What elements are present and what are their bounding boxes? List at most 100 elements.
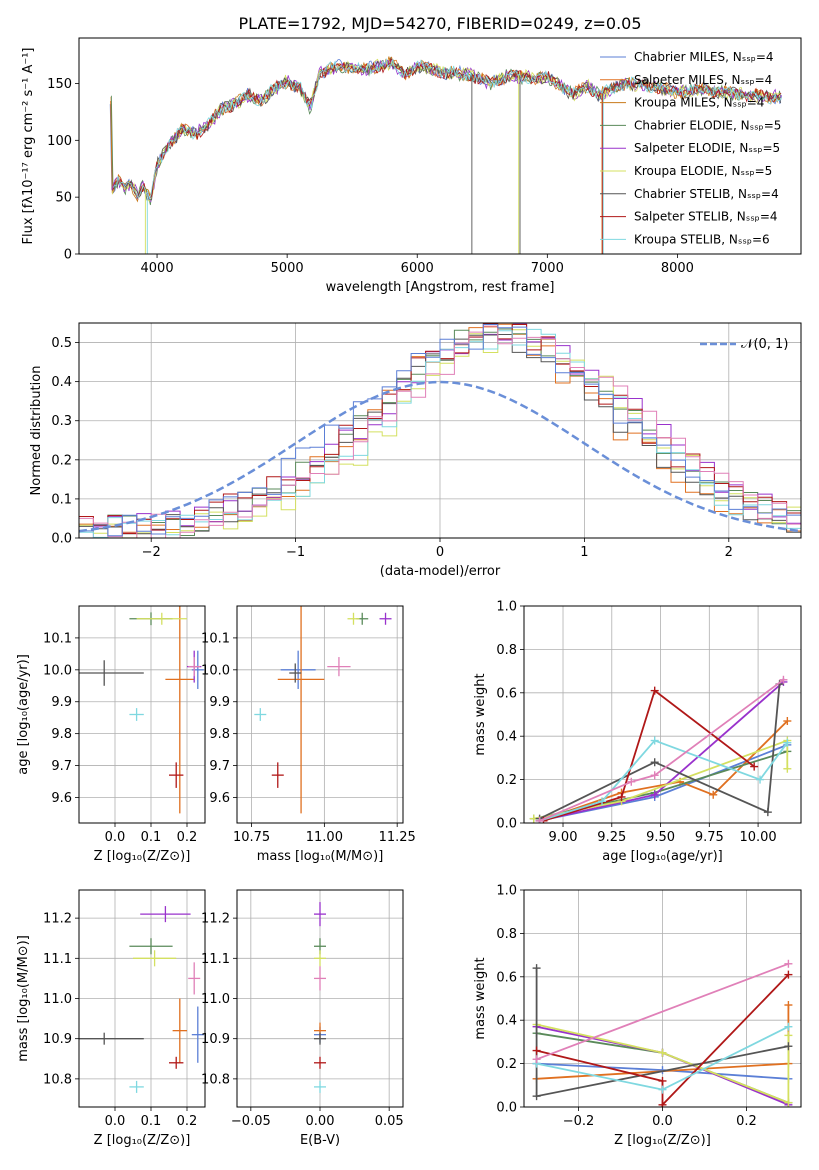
errorbar-points: [314, 902, 326, 1093]
y-tick-label: 9.6: [209, 791, 230, 806]
y-tick-label: 1.0: [496, 884, 517, 899]
y-tick-label: 9.7: [51, 759, 72, 774]
y-axis-label: mass [log₁₀(M/M⊙)]: [16, 935, 31, 1062]
y-tick-label: 0.3: [51, 414, 72, 429]
panels-layer: 4000 5000 6000 7000 8000 0 50 100 150 wavelength …: [16, 37, 802, 1148]
x-tick-label: 10.75: [233, 830, 270, 845]
panel-5: 0.0 0.1 0.2 10.8 10.9 11.0 11.1 11.2 Z [log₁₀(Z/…: [16, 889, 206, 1148]
legend-label: Salpeter STELIB, Nₛₛₚ=4: [634, 210, 778, 224]
legend-label: Kroupa ELODIE, Nₛₛₚ=5: [634, 164, 772, 178]
errorbar-points: [79, 606, 204, 814]
weight-series-8: [539, 679, 784, 822]
legend-label: Chabrier STELIB, Nₛₛₚ=4: [634, 187, 779, 201]
histogram-series-7: [79, 325, 801, 538]
y-tick-label: 0.0: [496, 1101, 517, 1116]
x-axis-label: Z [log₁₀(Z/Z⊙)]: [614, 1133, 711, 1148]
panel-7: −0.2 0.0 0.2 0.0 0.2 0.4 0.6 0.8 1.0 Z [log₁₀(Z/Z…: [473, 884, 802, 1148]
x-tick-label: 8000: [661, 261, 694, 276]
panel-3: 10.75 11.00 11.25 9.6 9.7 9.8 9.9 10.0 10.1 mass …: [201, 605, 416, 864]
y-tick-label: 9.9: [209, 695, 230, 710]
panel-6: −0.05 0.00 0.05 10.8 10.9 11.0 11.1 11.2 E(B-V): [201, 889, 404, 1148]
y-axis-label: age [log₁₀(age/yr)]: [16, 654, 31, 775]
x-tick-label: 11.00: [306, 830, 343, 845]
x-axis-label: E(B-V): [300, 1133, 340, 1148]
x-tick-label: 10.00: [739, 830, 776, 845]
y-tick-label: 9.6: [51, 791, 72, 806]
x-tick-label: 9.00: [549, 830, 578, 845]
histograms: [79, 323, 801, 538]
x-tick-label: 11.25: [379, 830, 416, 845]
weight-series-8: [536, 962, 789, 1061]
x-tick-label: 0.0: [652, 1114, 673, 1129]
y-axis-label: Flux [fλ10⁻¹⁷ erg cm⁻² s⁻¹ A⁻¹]: [21, 48, 36, 245]
weight-series-4: [536, 1023, 790, 1105]
y-tick-label: 0.2: [496, 773, 517, 788]
axes-frame: [236, 889, 404, 1108]
y-tick-label: 0.4: [496, 730, 517, 745]
y-tick-label: 0.8: [496, 927, 517, 942]
x-tick-label: 9.25: [597, 830, 626, 845]
x-tick-label: 1: [580, 545, 588, 560]
y-tick-label: 9.8: [209, 727, 230, 742]
y-tick-label: 10.1: [201, 631, 230, 646]
x-tick-label: −2: [142, 545, 161, 560]
panel-0: 4000 5000 6000 7000 8000 0 50 100 150 wavelength …: [21, 37, 802, 295]
y-tick-label: 0.8: [496, 643, 517, 658]
x-tick-label: 9.50: [646, 830, 675, 845]
y-tick-label: 9.9: [51, 695, 72, 710]
errorbar-points: [254, 606, 392, 814]
y-tick-label: 10.0: [201, 663, 230, 678]
y-tick-label: 10.8: [201, 1072, 230, 1087]
y-tick-label: 9.8: [51, 727, 72, 742]
x-tick-label: 0.00: [306, 1114, 335, 1129]
x-axis-label: mass [log₁₀(M/M⊙)]: [257, 849, 384, 864]
y-axis-label: Normed distribution: [29, 366, 44, 496]
normal-curve: [79, 380, 801, 533]
legend-label: 𝒩(0, 1): [741, 337, 788, 352]
x-tick-label: 0.1: [141, 830, 162, 845]
y-tick-label: 0.6: [496, 970, 517, 985]
y-tick-label: 11.0: [201, 992, 230, 1007]
y-tick-label: 100: [47, 134, 72, 149]
x-tick-label: 5000: [271, 261, 304, 276]
y-tick-label: 0.4: [51, 375, 72, 390]
x-tick-label: −1: [286, 545, 305, 560]
x-tick-label: 0.2: [177, 1114, 198, 1129]
x-tick-label: −0.05: [231, 1114, 271, 1129]
x-axis-label: Z [log₁₀(Z/Z⊙)]: [94, 849, 191, 864]
x-tick-label: 9.75: [695, 830, 724, 845]
y-tick-label: 10.9: [43, 1032, 72, 1047]
legend-label: Chabrier ELODIE, Nₛₛₚ=5: [634, 118, 781, 132]
y-tick-label: 10.9: [201, 1032, 230, 1047]
panel-4: 9.00 9.25 9.50 9.75 10.00 0.0 0.2 0.4 0.6 0.8 1.0 a…: [473, 600, 802, 864]
y-axis-label: mass weight: [473, 957, 488, 1039]
weight-series-6: [543, 689, 755, 822]
y-tick-label: 0.0: [496, 817, 517, 832]
legend-label: Salpeter MILES, Nₛₛₚ=4: [634, 73, 772, 87]
y-tick-label: 11.2: [43, 912, 72, 927]
y-tick-label: 11.0: [43, 992, 72, 1007]
x-axis-label: wavelength [Angstrom, rest frame]: [326, 280, 555, 295]
legend-label: Salpeter ELODIE, Nₛₛₚ=5: [634, 141, 780, 155]
x-tick-label: 4000: [141, 261, 174, 276]
axes-frame: [78, 605, 206, 824]
axes-frame: [523, 889, 802, 1108]
x-tick-label: 0.0: [105, 1114, 126, 1129]
x-tick-label: 0: [436, 545, 444, 560]
x-tick-label: −0.2: [563, 1114, 595, 1129]
x-tick-label: 7000: [531, 261, 564, 276]
legend-label: Chabrier MILES, Nₛₛₚ=4: [634, 50, 774, 64]
panel-2: 0.0 0.1 0.2 9.6 9.7 9.8 9.9 10.0 10.1 Z [log₁₀(Z/…: [16, 605, 206, 864]
y-tick-label: 0.6: [496, 686, 517, 701]
y-tick-label: 9.7: [209, 759, 230, 774]
x-axis-label: (data-model)/error: [380, 564, 501, 579]
panel-1: −2 −1 0 1 2 0.0 0.1 0.2 0.3 0.4 0.5 (data-model)/er…: [29, 322, 802, 579]
x-tick-label: 0.2: [177, 830, 198, 845]
histogram-series-3: [79, 323, 801, 538]
x-tick-label: 0.2: [736, 1114, 757, 1129]
x-axis-label: age [log₁₀(age/yr)]: [602, 849, 723, 864]
histogram-series-6: [79, 328, 801, 538]
x-axis-label: Z [log₁₀(Z/Z⊙)]: [94, 1133, 191, 1148]
y-tick-label: 0.1: [51, 492, 72, 507]
x-tick-label: 0.05: [375, 1114, 404, 1129]
